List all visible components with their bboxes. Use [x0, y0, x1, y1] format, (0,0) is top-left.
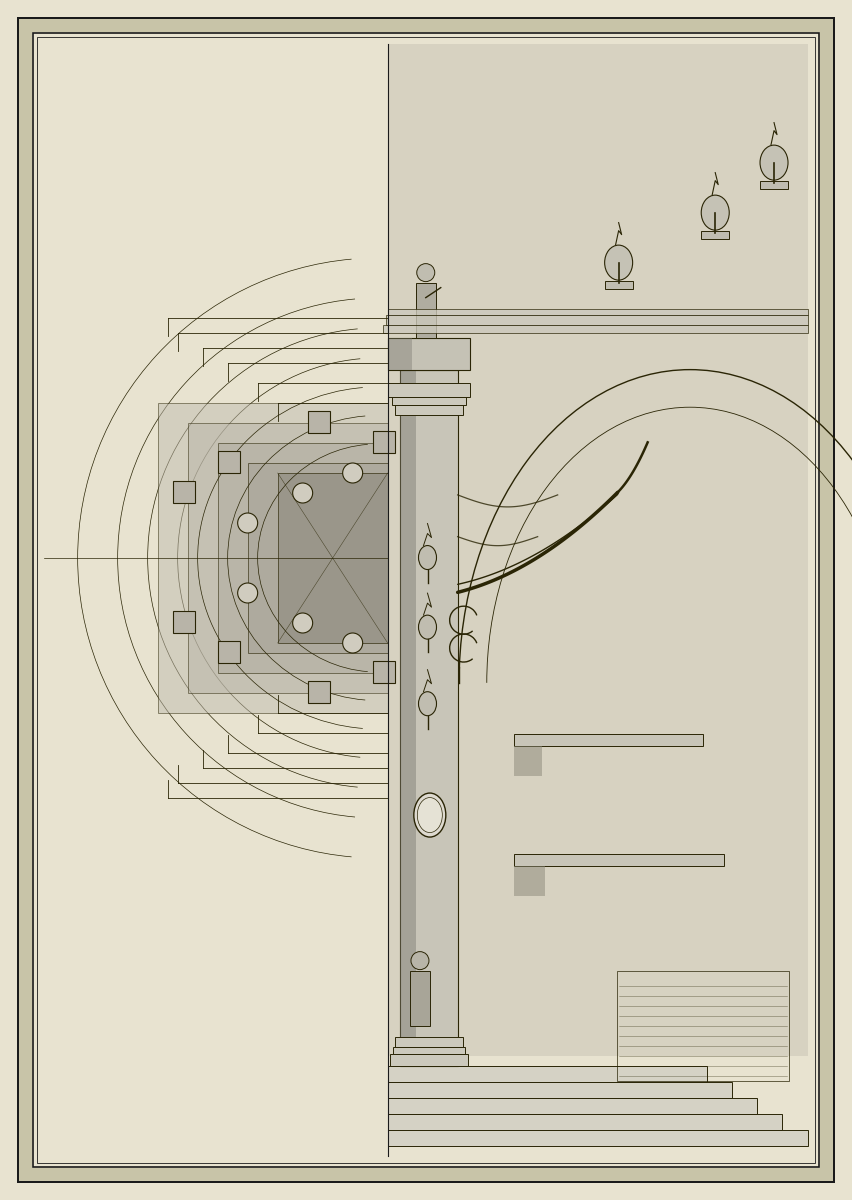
Circle shape [292, 482, 313, 503]
Circle shape [238, 514, 257, 533]
Bar [400, 370, 416, 1066]
Bar [372, 661, 394, 683]
Bar [416, 283, 435, 337]
Bar [388, 1129, 808, 1146]
Bar [388, 1081, 732, 1098]
Ellipse shape [417, 798, 442, 833]
Bar [617, 971, 789, 1081]
Bar [514, 853, 723, 865]
Bar [217, 451, 239, 473]
Ellipse shape [701, 196, 729, 230]
Bar [388, 383, 469, 397]
Ellipse shape [418, 616, 436, 640]
Bar [394, 404, 463, 415]
Bar [388, 1098, 757, 1114]
Bar [248, 463, 388, 653]
Circle shape [238, 583, 257, 602]
Bar [701, 230, 729, 239]
Circle shape [343, 634, 363, 653]
Bar [388, 1066, 707, 1081]
Bar [605, 281, 633, 289]
Bar [410, 971, 430, 1026]
Bar [187, 422, 388, 692]
Bar [388, 44, 808, 1056]
Bar [514, 745, 542, 775]
Circle shape [411, 952, 429, 970]
Bar [278, 473, 388, 643]
Bar [372, 431, 394, 452]
Bar [393, 1046, 464, 1054]
Bar [217, 641, 239, 662]
Bar [388, 1114, 782, 1129]
Ellipse shape [760, 145, 788, 180]
Bar [173, 481, 194, 503]
Bar [158, 403, 388, 713]
Bar [308, 680, 330, 703]
Bar [514, 865, 545, 895]
Bar [383, 325, 808, 332]
Ellipse shape [605, 245, 633, 280]
Bar [386, 314, 808, 325]
Circle shape [343, 463, 363, 482]
Ellipse shape [418, 546, 436, 570]
Bar [392, 397, 466, 404]
Bar [217, 443, 388, 673]
Bar [388, 337, 412, 370]
Ellipse shape [418, 691, 436, 715]
Bar [394, 1037, 463, 1046]
Bar [389, 1054, 468, 1066]
Circle shape [292, 613, 313, 634]
Bar [388, 337, 469, 370]
Bar [514, 733, 703, 745]
Ellipse shape [414, 793, 446, 838]
Bar [760, 181, 788, 188]
Bar [173, 611, 194, 634]
Bar [388, 308, 808, 314]
Bar [400, 370, 458, 1066]
Circle shape [417, 264, 435, 282]
Bar [308, 410, 330, 433]
